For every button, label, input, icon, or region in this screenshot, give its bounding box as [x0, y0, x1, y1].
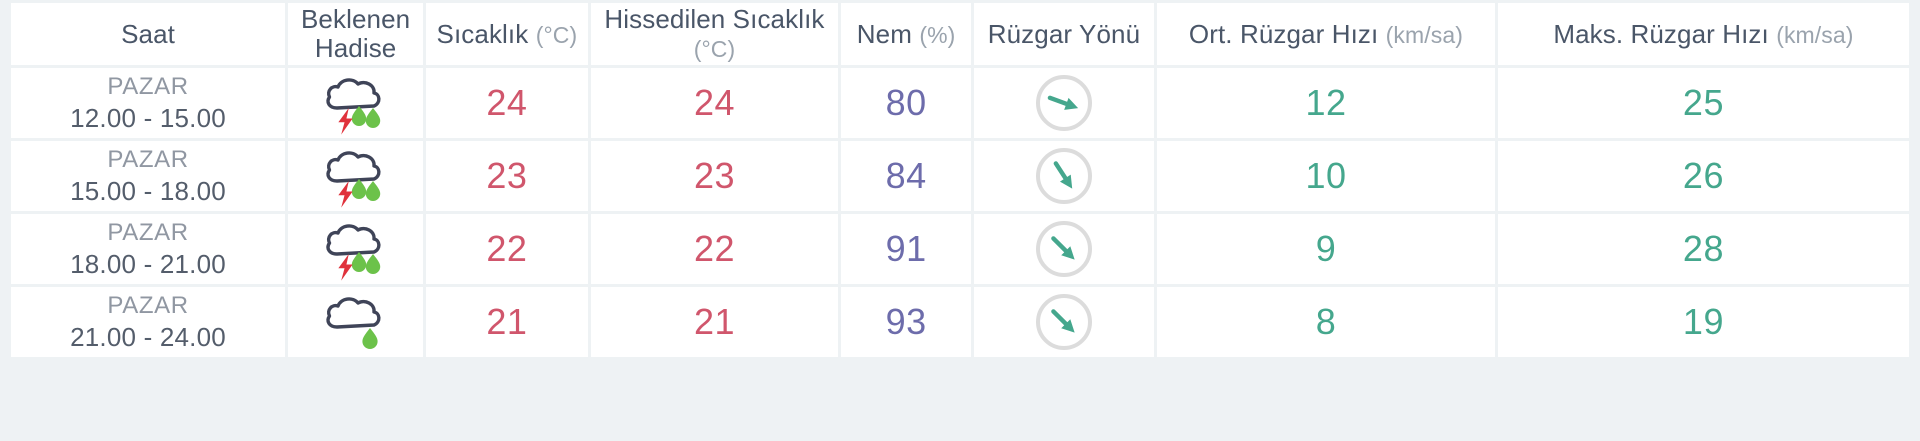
temperature-value: 21: [486, 301, 528, 343]
cell-expected-condition: [288, 68, 424, 139]
cell-max-wind-speed: 26: [1497, 141, 1909, 212]
column-header-humidity: Nem (%): [841, 3, 971, 66]
avg-wind-value: 9: [1315, 228, 1337, 270]
cell-hour: PAZAR 12.00 - 15.00: [11, 68, 286, 139]
cell-max-wind-speed: 28: [1497, 214, 1909, 285]
table-header: Saat Beklenen Hadise Sıcaklık (°C) Hisse…: [11, 3, 1909, 66]
cell-hour: PAZAR 18.00 - 21.00: [11, 214, 286, 285]
cell-humidity: 84: [841, 141, 971, 212]
thunderstorm-rain-cloud-icon: [288, 214, 423, 284]
temperature-value: 23: [486, 155, 528, 197]
cell-feels-like: 23: [590, 141, 839, 212]
column-header-max-wind-unit: (km/sa): [1776, 21, 1854, 48]
max-wind-value: 19: [1682, 301, 1724, 343]
cell-wind-direction: [973, 68, 1155, 139]
column-header-humidity-unit: (%): [919, 21, 956, 48]
forecast-time-range: 21.00 - 24.00: [70, 321, 226, 352]
thunderstorm-rain-cloud-icon: [288, 68, 423, 138]
forecast-day-label: PAZAR: [107, 292, 189, 320]
cell-expected-condition: [288, 287, 424, 358]
cell-humidity: 93: [841, 287, 971, 358]
column-header-condition-line1: Beklenen: [300, 4, 411, 34]
column-header-feels-like-unit: (°C): [693, 36, 736, 63]
column-header-avg-wind-unit: (km/sa): [1385, 21, 1464, 48]
column-header-wind-direction: Rüzgar Yönü: [973, 3, 1155, 66]
cell-wind-direction: [973, 141, 1155, 212]
cell-avg-wind-speed: 10: [1157, 141, 1495, 212]
column-header-humidity-label: Nem: [856, 18, 912, 49]
hourly-forecast-table: Saat Beklenen Hadise Sıcaklık (°C) Hisse…: [8, 0, 1912, 360]
cell-hour: PAZAR 15.00 - 18.00: [11, 141, 286, 212]
cell-wind-direction: [973, 287, 1155, 358]
column-header-hour: Saat: [11, 3, 286, 66]
cell-avg-wind-speed: 12: [1157, 68, 1495, 139]
rain-cloud-icon: [288, 287, 423, 357]
avg-wind-value: 8: [1315, 301, 1337, 343]
column-header-temperature-unit: (°C): [535, 21, 578, 48]
feels-like-value: 21: [693, 301, 735, 343]
header-row: Saat Beklenen Hadise Sıcaklık (°C) Hisse…: [11, 3, 1909, 66]
cell-temperature: 24: [426, 68, 588, 139]
forecast-day-label: PAZAR: [107, 146, 189, 174]
forecast-day-label: PAZAR: [107, 219, 189, 247]
column-header-wind-direction-label: Rüzgar Yönü: [987, 18, 1141, 49]
humidity-value: 84: [885, 155, 927, 197]
thunderstorm-rain-cloud-icon: [288, 141, 423, 211]
wind-arrow-icon: [1035, 148, 1092, 205]
forecast-time-range: 18.00 - 21.00: [70, 248, 226, 279]
cell-humidity: 91: [841, 214, 971, 285]
forecast-day-label: PAZAR: [107, 73, 189, 101]
column-header-avg-wind-speed: Ort. Rüzgar Hızı (km/sa): [1157, 3, 1495, 66]
column-header-max-wind-label: Maks. Rüzgar Hızı: [1553, 18, 1769, 49]
table-row[interactable]: PAZAR 12.00 - 15.00 24 24 80 12 25: [11, 68, 1909, 139]
temperature-value: 24: [486, 82, 528, 124]
forecast-time-range: 15.00 - 18.00: [70, 175, 226, 206]
feels-like-value: 24: [693, 82, 735, 124]
cell-expected-condition: [288, 141, 424, 212]
cell-wind-direction: [973, 214, 1155, 285]
humidity-value: 93: [885, 301, 927, 343]
cell-avg-wind-speed: 8: [1157, 287, 1495, 358]
column-header-expected-condition: Beklenen Hadise: [288, 3, 424, 66]
wind-arrow-icon: [1035, 221, 1092, 278]
column-header-feels-like: Hissedilen Sıcaklık (°C): [590, 3, 839, 66]
cell-expected-condition: [288, 214, 424, 285]
wind-arrow-icon: [1035, 75, 1092, 132]
cell-humidity: 80: [841, 68, 971, 139]
wind-arrow-icon: [1035, 294, 1092, 351]
cell-hour: PAZAR 21.00 - 24.00: [11, 287, 286, 358]
table-row[interactable]: PAZAR 21.00 - 24.00 21 21 93 8 19: [11, 287, 1909, 358]
cell-avg-wind-speed: 9: [1157, 214, 1495, 285]
table-row[interactable]: PAZAR 18.00 - 21.00 22 22 91 9 28: [11, 214, 1909, 285]
max-wind-value: 25: [1682, 82, 1724, 124]
column-header-temperature: Sıcaklık (°C): [426, 3, 588, 66]
humidity-value: 80: [885, 82, 927, 124]
temperature-value: 22: [486, 228, 528, 270]
table-body: PAZAR 12.00 - 15.00 24 24 80 12 25 PAZAR 15.00 -…: [11, 68, 1909, 358]
column-header-hour-label: Saat: [121, 18, 175, 49]
cell-max-wind-speed: 19: [1497, 287, 1909, 358]
table-row[interactable]: PAZAR 15.00 - 18.00 23 23 84 10 26: [11, 141, 1909, 212]
cell-temperature: 21: [426, 287, 588, 358]
feels-like-value: 23: [693, 155, 735, 197]
humidity-value: 91: [885, 228, 927, 270]
cell-temperature: 23: [426, 141, 588, 212]
column-header-condition-line2: Hadise: [314, 33, 397, 64]
avg-wind-value: 10: [1305, 155, 1347, 197]
column-header-temperature-label: Sıcaklık: [436, 18, 529, 49]
cell-feels-like: 21: [590, 287, 839, 358]
column-header-max-wind-speed: Maks. Rüzgar Hızı (km/sa): [1497, 3, 1909, 66]
feels-like-value: 22: [693, 228, 735, 270]
max-wind-value: 26: [1682, 155, 1724, 197]
cell-temperature: 22: [426, 214, 588, 285]
max-wind-value: 28: [1682, 228, 1724, 270]
column-header-avg-wind-label: Ort. Rüzgar Hızı: [1188, 18, 1379, 49]
cell-feels-like: 22: [590, 214, 839, 285]
column-header-feels-like-label: Hissedilen Sıcaklık: [604, 4, 825, 34]
forecast-time-range: 12.00 - 15.00: [70, 102, 226, 133]
cell-max-wind-speed: 25: [1497, 68, 1909, 139]
avg-wind-value: 12: [1305, 82, 1347, 124]
cell-feels-like: 24: [590, 68, 839, 139]
